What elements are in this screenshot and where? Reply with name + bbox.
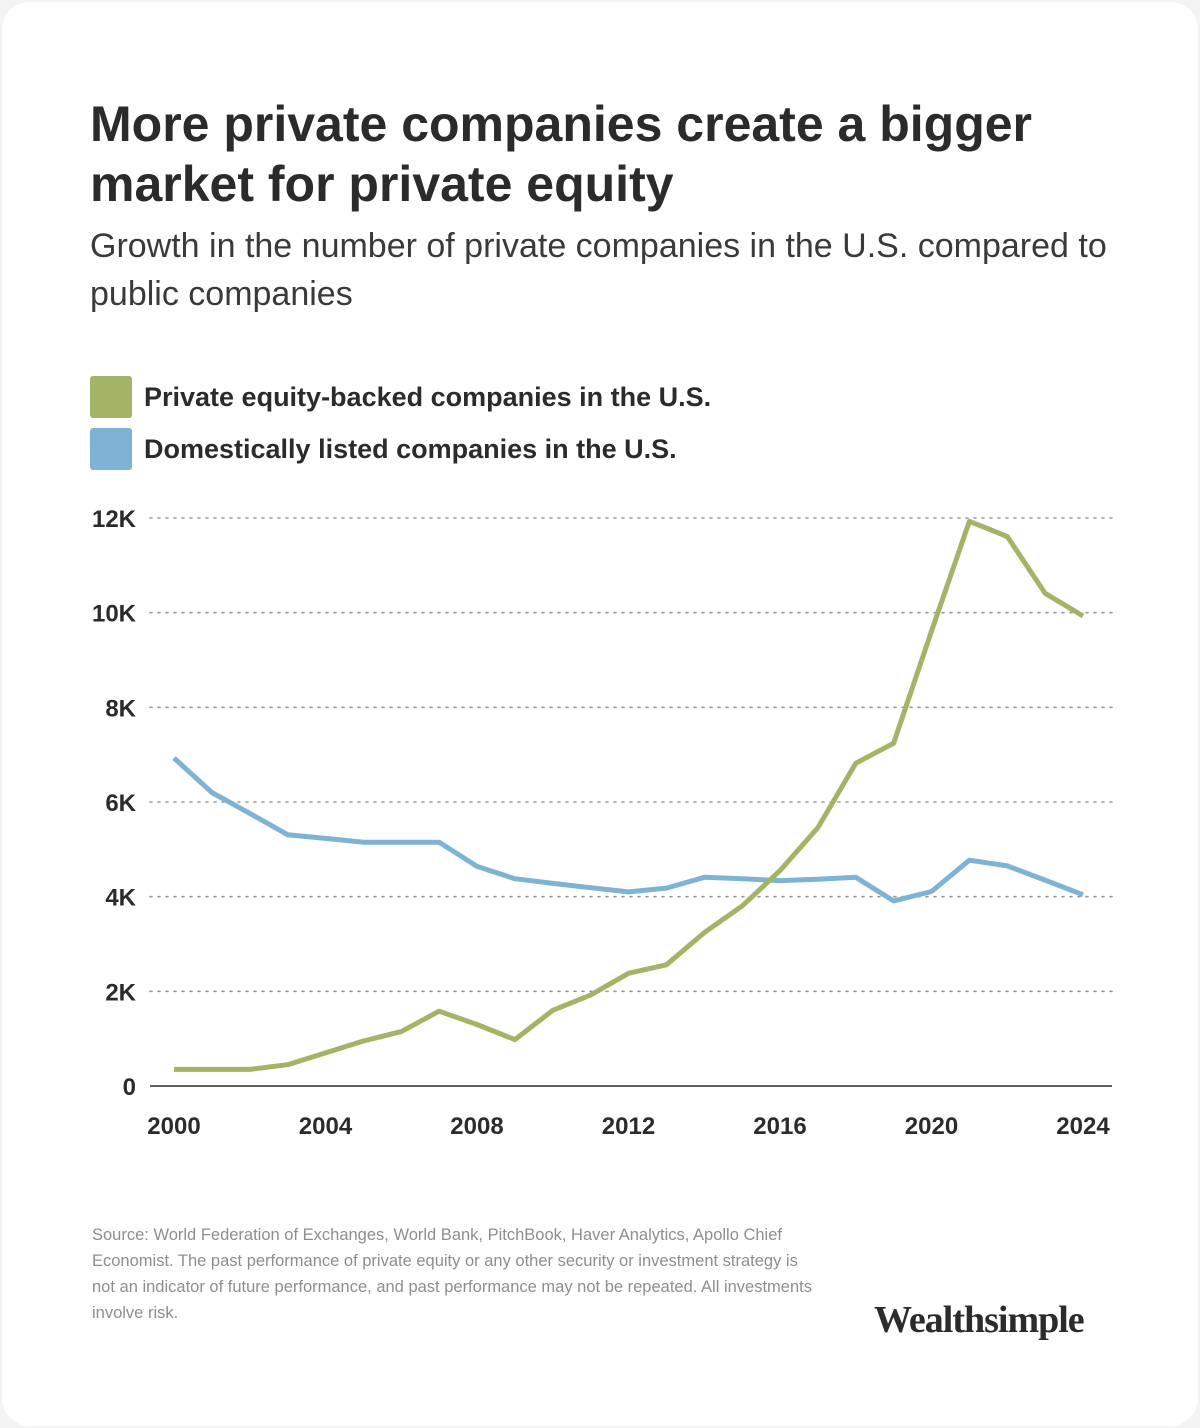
- legend-label-private: Private equity-backed companies in the U…: [144, 381, 712, 412]
- y-tick-label: 8K: [105, 695, 136, 722]
- legend-item-private: Private equity-backed companies in the U…: [90, 376, 711, 418]
- y-tick-label: 10K: [92, 601, 137, 628]
- chart-subtitle: Growth in the number of private companie…: [90, 227, 1107, 313]
- y-tick-label: 0: [123, 1074, 136, 1101]
- chart-title: More private companies create a bigger m…: [90, 96, 1033, 212]
- y-tick-label: 4K: [105, 885, 136, 912]
- x-tick-label: 2024: [1056, 1113, 1110, 1140]
- legend-swatch-public: [90, 428, 132, 470]
- x-tick-label: 2000: [147, 1113, 200, 1140]
- x-tick-label: 2020: [905, 1113, 958, 1140]
- series-line-private: [174, 518, 1085, 1072]
- y-tick-label: 6K: [105, 790, 136, 817]
- source-note: Source: World Federation of Exchanges, W…: [92, 1226, 812, 1322]
- x-tick-label: 2008: [450, 1113, 503, 1140]
- legend-item-public: Domestically listed companies in the U.S…: [90, 428, 711, 470]
- series-line-public: [172, 756, 1084, 904]
- x-tick-label: 2004: [299, 1113, 353, 1140]
- legend: Private equity-backed companies in the U…: [90, 376, 711, 480]
- legend-swatch-private: [90, 376, 132, 418]
- x-tick-label: 2012: [602, 1113, 655, 1140]
- y-tick-label: 2K: [105, 979, 136, 1006]
- x-tick-label: 2016: [753, 1113, 806, 1140]
- legend-label-public: Domestically listed companies in the U.S…: [144, 433, 677, 464]
- wealthsimple-logo: Wealthsimple: [874, 1299, 1085, 1341]
- y-tick-label: 12K: [92, 506, 137, 533]
